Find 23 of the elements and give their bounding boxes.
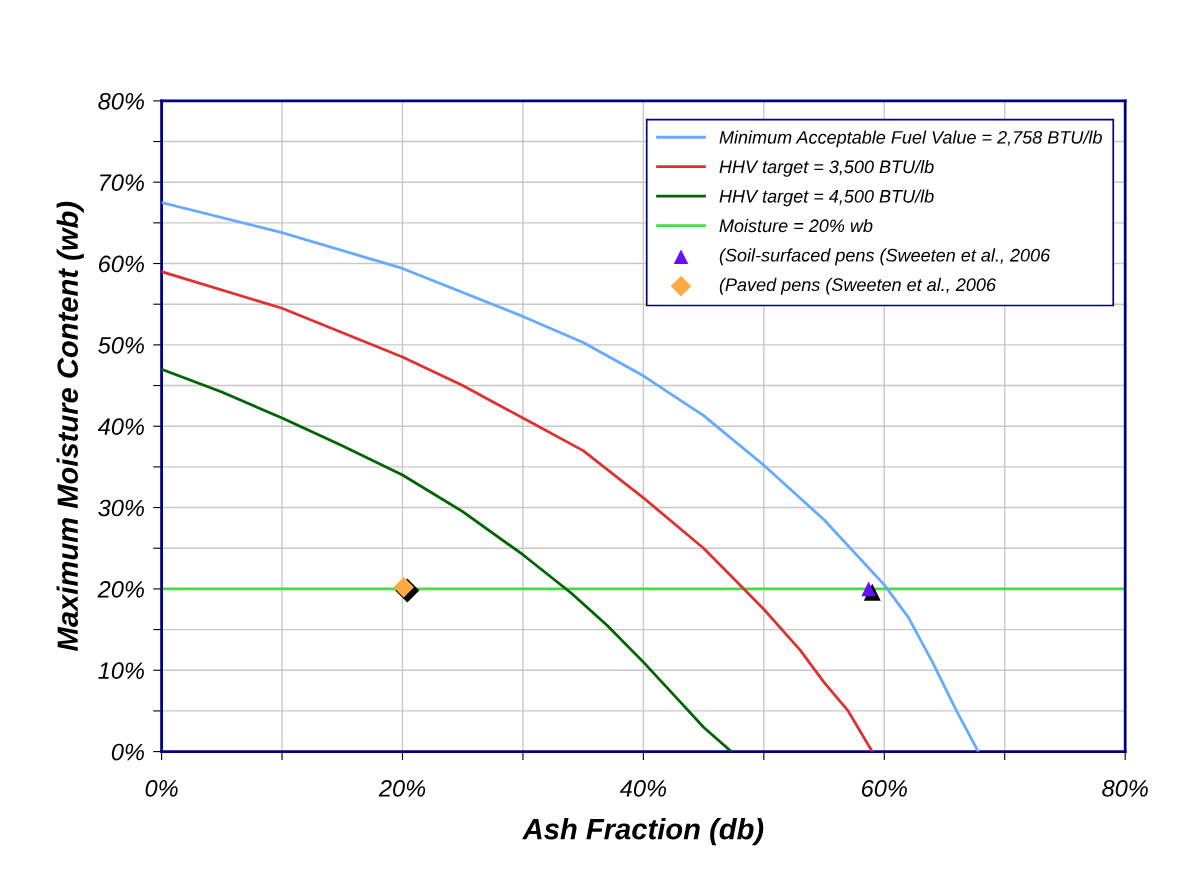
- x-tick-label: 60%: [861, 779, 907, 797]
- legend-label: Moisture = 20% wb: [719, 218, 873, 233]
- y-tick-label: 60%: [99, 255, 144, 273]
- y-tick-label: 70%: [100, 174, 144, 191]
- y-tick-label: 30%: [98, 499, 144, 517]
- y-tick-label: 40%: [97, 418, 144, 436]
- legend-label: (Paved pens (Sweeten et al., 2006: [719, 277, 996, 295]
- x-axis-title: Ash Fraction (db): [522, 818, 764, 846]
- legend-label: HHV target = 3,500 BTU/lb: [719, 159, 934, 177]
- line-series: [161, 367, 733, 752]
- legend-label: (Soil-surfaced pens (Sweeten et al., 2006: [719, 248, 1051, 266]
- y-tick-label: 80%: [98, 92, 144, 110]
- y-axis-title: Maximum Moisture Content (wb): [56, 201, 84, 651]
- legend-label: Minimum Acceptable Fuel Value = 2,758 BTU/lb: [719, 130, 1102, 148]
- legend-label: HHV target = 4,500 BTU/lb: [719, 189, 934, 207]
- x-tick-label: 20%: [378, 779, 426, 797]
- y-tick-label: 20%: [97, 580, 144, 598]
- y-tick-label: 10%: [98, 662, 144, 680]
- x-tick-label: 0%: [145, 779, 178, 797]
- y-tick-label: 50%: [98, 336, 144, 354]
- x-tick-label: 80%: [1102, 779, 1148, 797]
- x-tick-label: 40%: [619, 779, 666, 797]
- y-tick-label: 0%: [111, 743, 144, 761]
